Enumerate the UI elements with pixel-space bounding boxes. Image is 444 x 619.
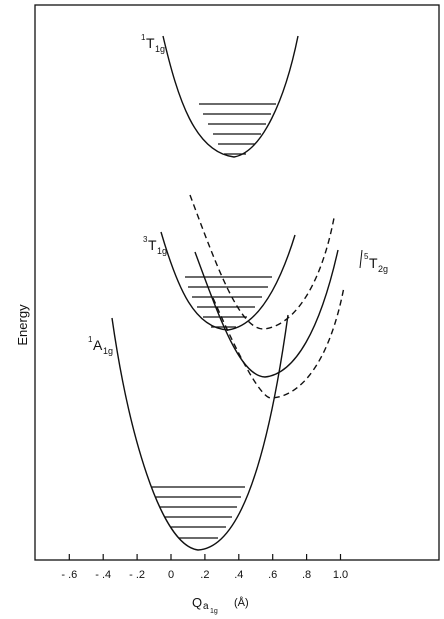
label-5t2g: 5 T 2g <box>359 249 388 274</box>
x-tick-label: 0 <box>168 569 174 581</box>
y-axis-label: Energy <box>15 304 30 346</box>
x-tick-label: - .4 <box>95 569 111 581</box>
label-1t1g: 1 T 1g <box>141 33 165 54</box>
svg-text:1g: 1g <box>157 246 167 256</box>
svg-text:1g: 1g <box>155 44 165 54</box>
x-tick-label: .2 <box>200 569 209 581</box>
x-axis-unit: (Å) <box>234 596 249 609</box>
x-tick-label: - .2 <box>129 569 145 581</box>
svg-text:1: 1 <box>88 335 93 344</box>
x-axis-label-sub: a <box>203 601 209 612</box>
plot-frame <box>34 4 440 561</box>
curve-5t2g-lower <box>212 286 345 399</box>
x-ticks: - .6 - .4 - .2 0 .2 .4 .6 .8 1.0 <box>61 554 348 581</box>
svg-text:1: 1 <box>141 33 146 42</box>
curve-1t1g <box>162 35 299 158</box>
curve-5t2g-upper <box>189 194 335 330</box>
label-3t1g: 3 T 1g <box>143 235 167 256</box>
svg-text:5: 5 <box>364 252 369 261</box>
curve-5t2g-solid <box>194 249 339 378</box>
svg-text:1g: 1g <box>103 346 113 356</box>
x-axis-label: Q a 1g (Å) <box>192 595 249 615</box>
x-axis-label-subsub: 1g <box>210 608 218 615</box>
vib-levels-1a1g <box>152 486 245 539</box>
x-axis-label-main: Q <box>192 595 202 610</box>
vib-levels-3t1g <box>185 276 272 328</box>
curve-3t1g <box>160 231 296 331</box>
svg-text:2g: 2g <box>378 264 388 274</box>
x-tick-label: - .6 <box>61 569 77 581</box>
x-tick-label: .8 <box>302 569 311 581</box>
curve-1a1g <box>111 314 289 551</box>
svg-text:T: T <box>369 255 378 271</box>
svg-text:T: T <box>148 237 157 253</box>
label-1a1g: 1 A 1g <box>88 335 113 356</box>
svg-text:A: A <box>93 337 103 353</box>
vib-levels-1t1g <box>199 103 276 155</box>
x-tick-label: 1.0 <box>333 569 348 581</box>
x-tick-label: .6 <box>268 569 277 581</box>
svg-text:T: T <box>146 35 155 51</box>
x-tick-label: .4 <box>234 569 243 581</box>
svg-text:3: 3 <box>143 235 148 244</box>
